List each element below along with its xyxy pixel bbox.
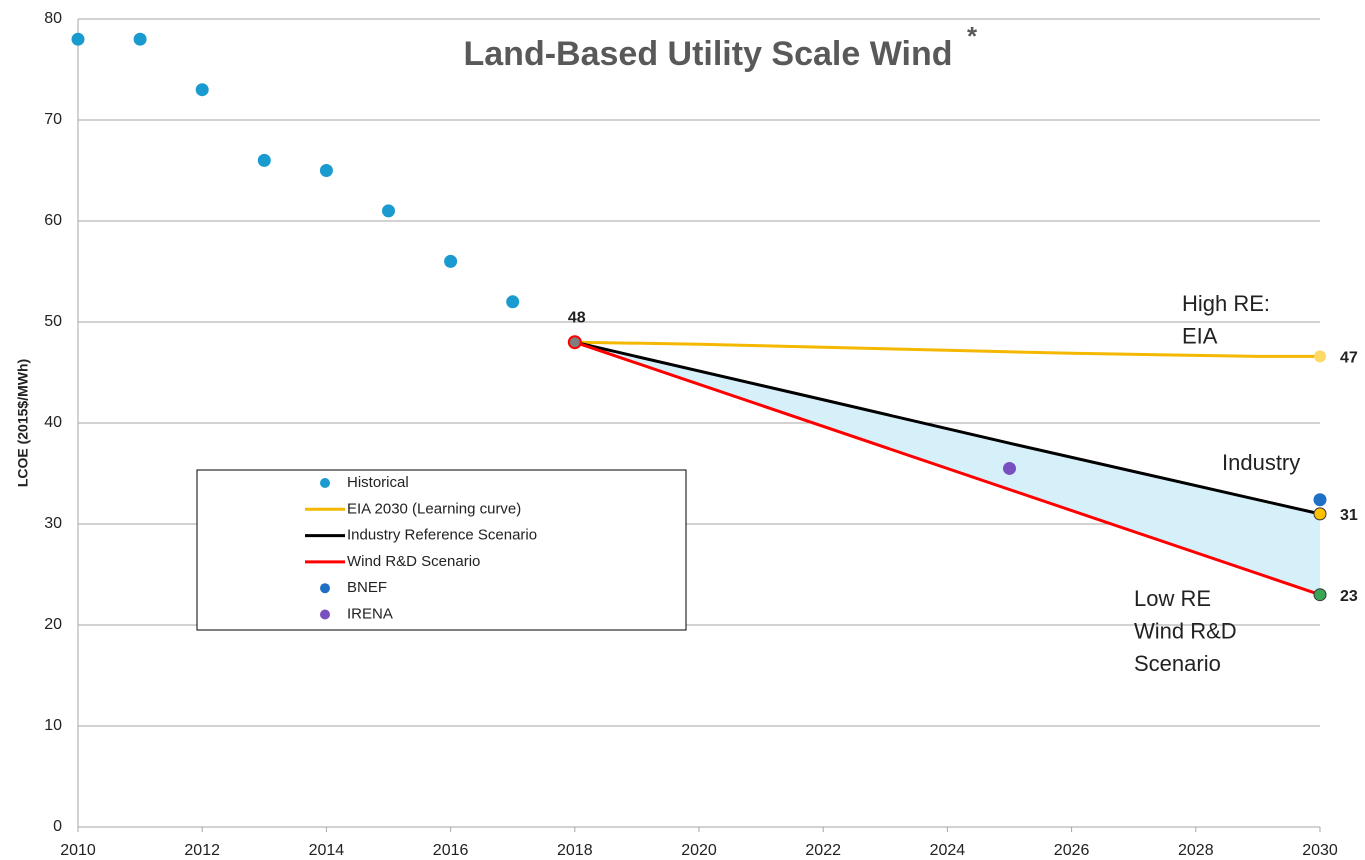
x-tick-label: 2030 xyxy=(1302,842,1338,859)
legend-label: Wind R&D Scenario xyxy=(347,553,480,570)
scatter-point xyxy=(195,83,209,97)
legend-label: Industry Reference Scenario xyxy=(347,527,537,544)
line-series xyxy=(574,340,1320,358)
annotation: Wind R&D xyxy=(1134,618,1237,643)
y-tick-label: 50 xyxy=(44,313,62,330)
x-tick-label: 2016 xyxy=(433,842,469,859)
annotation: High RE: xyxy=(1182,291,1270,316)
scatter-point xyxy=(1003,461,1016,475)
y-tick-label: 40 xyxy=(44,414,62,431)
y-tick-label: 10 xyxy=(44,717,62,734)
y-tick-label: 70 xyxy=(44,111,62,128)
y-tick-label: 80 xyxy=(44,10,62,27)
end-marker xyxy=(1313,588,1327,602)
end-marker xyxy=(1313,507,1327,521)
scatter-point xyxy=(319,164,333,177)
legend-swatch xyxy=(320,609,330,620)
x-tick-label: 2012 xyxy=(184,842,220,859)
grid xyxy=(78,18,1320,828)
legend-swatch xyxy=(320,583,330,594)
annotation: EIA xyxy=(1182,323,1218,348)
value-label: 23 xyxy=(1340,588,1358,605)
scatter-point xyxy=(257,153,271,167)
y-axis-label: LCOE (2015$/MWh) xyxy=(15,359,31,487)
title-mark: * xyxy=(967,21,978,51)
y-tick-label: 20 xyxy=(44,616,62,633)
scatter-point xyxy=(133,32,147,46)
scatter-point xyxy=(444,254,458,268)
y-tick-label: 0 xyxy=(53,818,62,835)
value-label: 47 xyxy=(1340,350,1358,367)
legend-label: Historical xyxy=(347,474,409,491)
x-tick-label: 2026 xyxy=(1054,842,1090,859)
x-tick-label: 2022 xyxy=(805,842,841,859)
value-label: 48 xyxy=(568,309,586,326)
scatter-point xyxy=(382,204,395,218)
annotation: Low RE xyxy=(1134,586,1211,611)
y-tick-label: 60 xyxy=(44,212,62,229)
legend-label: EIA 2030 (Learning curve) xyxy=(347,500,521,517)
x-tick-label: 2014 xyxy=(309,842,345,859)
line-series xyxy=(574,340,1321,597)
legend-label: IRENA xyxy=(347,605,393,622)
end-marker xyxy=(1314,350,1326,363)
annotation: Scenario xyxy=(1134,651,1221,676)
scatter-point xyxy=(506,295,520,309)
legend-box xyxy=(196,469,687,631)
start-marker xyxy=(567,335,582,350)
x-tick-label: 2020 xyxy=(681,842,717,859)
scatter-point xyxy=(71,32,85,46)
x-tick-label: 2018 xyxy=(557,842,593,859)
line-series xyxy=(574,340,1321,516)
chart-title: Land-Based Utility Scale Wind xyxy=(464,35,953,73)
y-tick-label: 30 xyxy=(44,515,62,532)
scatter-point xyxy=(1313,493,1327,507)
value-label: 31 xyxy=(1340,507,1358,524)
legend-swatch xyxy=(320,478,330,488)
x-tick-label: 2010 xyxy=(60,842,96,859)
legend-label: BNEF xyxy=(347,579,387,596)
annotation: Industry xyxy=(1222,450,1300,475)
x-tick-label: 2028 xyxy=(1178,842,1214,859)
x-tick-label: 2024 xyxy=(930,842,966,859)
